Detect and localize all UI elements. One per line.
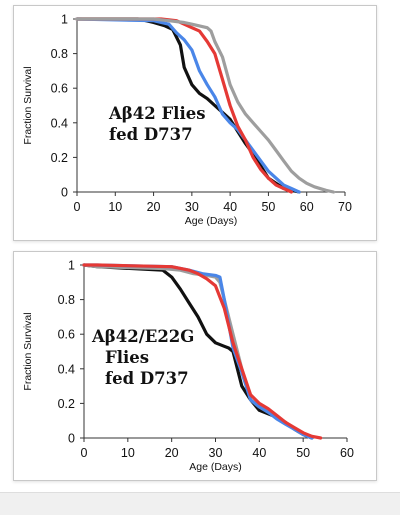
x-tick-label: 40 <box>223 200 237 214</box>
x-tick-label: 30 <box>185 200 199 214</box>
y-axis-label: Fraction Survival <box>22 312 34 390</box>
y-tick-label: 1 <box>61 13 68 27</box>
y-tick-label: 0.6 <box>58 328 75 342</box>
series-line-4 <box>75 17 336 194</box>
chart-panel-top: 0 0.2 0.4 0.6 0.8 1 0 10 20 30 40 50 60 70 Age (Days) F… <box>13 5 377 241</box>
x-axis-label: Age (Days) <box>189 461 242 473</box>
x-tick-label: 60 <box>340 446 354 460</box>
chart-annotation-line: Aβ42 Flies <box>108 104 206 123</box>
chart-annotation-line: fed D737 <box>109 125 193 144</box>
chart-annotation-line: Flies <box>105 348 149 367</box>
y-tick-label: 0.8 <box>51 47 68 61</box>
x-tick-label: 30 <box>209 446 223 460</box>
y-tick-label: 0.6 <box>51 82 68 96</box>
x-tick-label: 10 <box>108 200 122 214</box>
x-axis-label: Age (Days) <box>185 215 238 227</box>
footer-strip <box>0 492 400 515</box>
chart-panel-bottom: 0 0.2 0.4 0.6 0.8 1 0 10 20 30 40 50 60 Age (Days) Fra… <box>13 251 377 481</box>
y-tick-label: 0 <box>68 432 75 446</box>
x-tick-label: 0 <box>74 200 81 214</box>
series-line-2 <box>75 17 301 194</box>
y-tick-label: 0.2 <box>51 151 68 165</box>
y-tick-label: 1 <box>68 259 75 273</box>
chart-annotation-line: fed D737 <box>105 369 189 388</box>
x-tick-label: 20 <box>165 446 179 460</box>
x-tick-label: 60 <box>300 200 314 214</box>
y-axis-label: Fraction Survival <box>22 66 34 144</box>
x-tick-label: 20 <box>147 200 161 214</box>
x-tick-label: 50 <box>296 446 310 460</box>
x-tick-label: 10 <box>121 446 135 460</box>
chart-annotation-line: Aβ42/E22G <box>91 327 194 346</box>
y-tick-label: 0 <box>61 186 68 200</box>
series-line-4 <box>82 263 323 440</box>
y-tick-label: 0.4 <box>51 116 68 130</box>
x-tick-label: 0 <box>81 446 88 460</box>
x-tick-label: 40 <box>252 446 266 460</box>
x-tick-label: 70 <box>338 200 352 214</box>
y-tick-label: 0.8 <box>58 293 75 307</box>
x-tick-label: 50 <box>261 200 275 214</box>
y-tick-label: 0.4 <box>58 362 75 376</box>
y-tick-label: 0.2 <box>58 397 75 411</box>
